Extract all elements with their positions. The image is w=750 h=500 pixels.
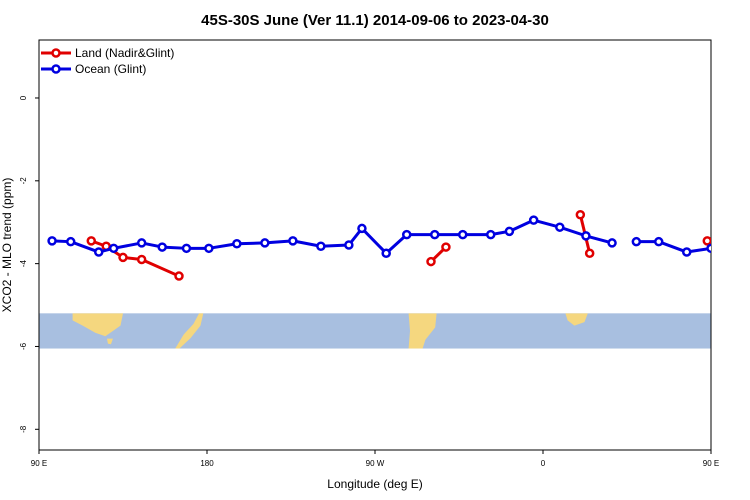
data-point — [232, 239, 242, 249]
legend-label-land: Land (Nadir&Glint) — [75, 46, 174, 60]
data-point — [204, 243, 214, 254]
data-point — [457, 229, 468, 240]
legend: Land (Nadir&Glint) Ocean (Glint) — [41, 46, 174, 76]
y-axis-label: XCO2 - MLO trend (ppm) — [0, 178, 14, 313]
data-point — [174, 271, 184, 281]
data-point — [357, 223, 367, 234]
data-point — [702, 236, 711, 246]
data-point — [401, 229, 412, 240]
data-point — [732, 239, 739, 246]
land-shapes — [72, 313, 750, 349]
x-axis: 90 E 180 90 W 0 90 E — [31, 450, 719, 468]
series-line — [706, 239, 711, 244]
land-mass-2 — [175, 313, 204, 349]
data-point — [681, 247, 692, 257]
data-point — [528, 215, 539, 225]
y-tick-label: 0 — [19, 95, 28, 100]
data-point — [504, 226, 515, 237]
legend-marker-ocean — [51, 64, 61, 74]
data-point — [575, 210, 586, 220]
y-axis: 0 -2 -4 -6 -8 — [19, 95, 39, 433]
map-band — [39, 313, 750, 349]
x-tick-label: 90 W — [366, 459, 385, 468]
land-mass-1 — [106, 338, 113, 345]
land-mass-5 — [745, 313, 750, 336]
data-point — [47, 236, 57, 246]
data-point — [381, 248, 391, 259]
data-point — [93, 247, 104, 257]
data-point — [344, 240, 354, 250]
x-axis-label: Longitude (deg E) — [327, 477, 422, 491]
data-point — [136, 238, 147, 248]
data-point — [607, 238, 617, 248]
data-point — [288, 236, 298, 246]
data-point — [260, 238, 270, 248]
data-point — [157, 242, 167, 252]
data-point — [653, 236, 664, 247]
data-point — [706, 243, 711, 254]
x-tick-label: 180 — [200, 459, 214, 468]
ocean-band — [39, 313, 711, 349]
land-mass-4 — [565, 313, 588, 326]
series-line — [636, 240, 711, 254]
data-point — [555, 222, 565, 232]
data-point — [441, 242, 451, 252]
data-point — [118, 252, 128, 263]
data-point — [581, 231, 591, 241]
legend-label-ocean: Ocean (Glint) — [75, 62, 146, 76]
data-point — [86, 236, 97, 246]
data-point — [65, 236, 76, 247]
x-tick-label: 0 — [541, 459, 546, 468]
series-layer — [47, 210, 743, 281]
data-point — [485, 229, 496, 240]
data-point — [429, 229, 440, 240]
data-point — [426, 256, 436, 267]
data-point — [736, 254, 743, 261]
series-line — [52, 218, 613, 255]
data-point — [584, 248, 595, 259]
data-point — [719, 243, 726, 250]
series-1 — [47, 215, 739, 259]
x-tick-label: 90 E — [31, 459, 47, 468]
series-0 — [86, 210, 743, 281]
y-tick-label: -4 — [19, 260, 28, 268]
data-point — [108, 243, 119, 254]
y-tick-label: -2 — [19, 177, 28, 185]
data-point — [316, 241, 326, 251]
y-tick-label: -6 — [19, 342, 28, 350]
legend-marker-land — [51, 48, 61, 58]
land-mass-3 — [408, 313, 437, 349]
data-point — [136, 254, 147, 265]
x-tick-label: 90 E — [703, 459, 719, 468]
y-tick-label: -8 — [19, 425, 28, 433]
chart-title: 45S-30S June (Ver 11.1) 2014-09-06 to 20… — [201, 12, 549, 29]
data-point — [631, 236, 642, 247]
data-point — [181, 243, 192, 254]
land-mass-0 — [72, 313, 123, 337]
